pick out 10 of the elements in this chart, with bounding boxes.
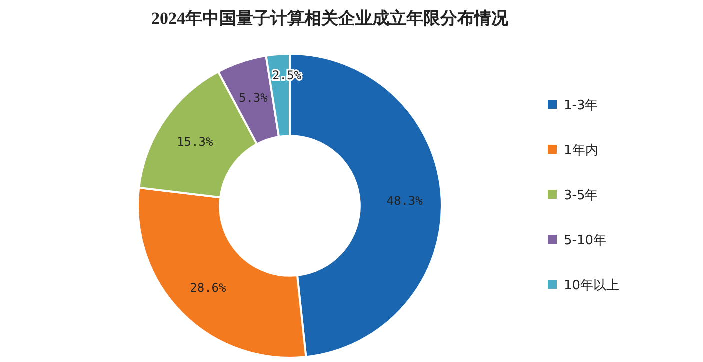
data-label: 15.3%	[177, 135, 214, 150]
data-label: 28.6%	[190, 280, 228, 295]
data-label: 5.3%	[238, 91, 269, 106]
legend-label: 10年以上	[564, 278, 620, 294]
chart-title: 2024年中国量子计算相关企业成立年限分布情况	[152, 9, 510, 28]
data-label: 48.3%	[386, 194, 424, 208]
legend-label: 5-10年	[564, 234, 607, 248]
legend-label: 3-5年	[564, 188, 598, 204]
legend-label: 1-3年	[564, 98, 598, 114]
legend-label: 1年内	[564, 144, 598, 158]
